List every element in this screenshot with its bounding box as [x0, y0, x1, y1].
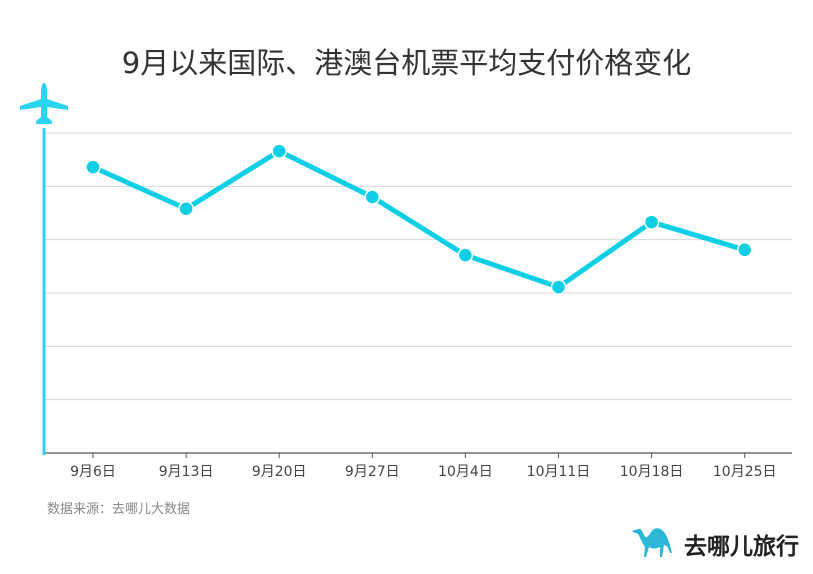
series-polyline	[91, 148, 746, 290]
source-note: 数据来源：去哪儿大数据	[47, 502, 191, 517]
axes	[42, 128, 792, 458]
brand-name: 去哪儿旅行	[684, 534, 799, 560]
x-tick-label: 10月11日	[527, 464, 591, 480]
airplane-icon	[20, 83, 68, 124]
x-tick-labels: 9月6日 9月13日 9月20日 9月27日 10月4日 10月11日 10月18日 10月2…	[70, 464, 776, 480]
brand-logo: 去哪儿旅行	[632, 527, 799, 561]
x-tick-label: 10月25日	[713, 464, 777, 480]
x-tick-label: 9月13日	[159, 464, 214, 480]
data-point	[736, 242, 753, 258]
camel-icon	[632, 528, 672, 557]
data-point	[178, 200, 194, 217]
data-point	[550, 279, 567, 295]
data-point	[271, 143, 287, 159]
chart-title: 9月以来国际、港澳台机票平均支付价格变化	[121, 46, 692, 80]
data-point	[85, 159, 101, 175]
data-point	[457, 247, 474, 263]
x-tick-label: 9月6日	[70, 464, 116, 480]
x-tick-label: 9月27日	[345, 464, 400, 480]
x-tick-label: 10月18日	[620, 464, 684, 480]
data-point	[364, 189, 381, 205]
series-line	[85, 143, 753, 295]
data-point	[643, 214, 660, 230]
x-tick-label: 9月20日	[252, 464, 307, 480]
gridlines	[45, 132, 792, 401]
x-tick-label: 10月4日	[438, 464, 493, 480]
